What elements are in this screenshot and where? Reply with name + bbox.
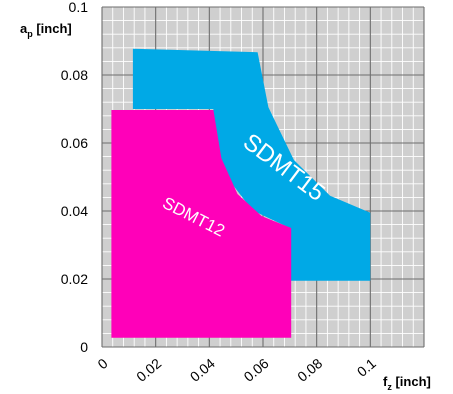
y-tick-label: 0.04 xyxy=(61,203,88,219)
y-tick-label: 0.1 xyxy=(69,0,89,15)
x-tick-labels: 0 0.02 0.04 0.06 0.08 0.1 xyxy=(94,355,379,385)
x-tick-label: 0.02 xyxy=(133,355,164,385)
x-tick-label: 0.08 xyxy=(294,355,325,385)
y-axis-title-sub: p xyxy=(27,29,33,39)
x-axis-title-unit: [inch] xyxy=(392,374,431,389)
y-axis-title: ap [inch] xyxy=(20,21,72,39)
x-tick-label: 0.06 xyxy=(240,355,271,385)
regions xyxy=(111,48,371,338)
region-sdmt12 xyxy=(111,110,292,338)
x-axis-title-main: f xyxy=(383,374,388,389)
y-tick-labels: 0 0.02 0.04 0.06 0.08 0.1 xyxy=(61,0,88,355)
region-sdmt15 xyxy=(132,48,371,281)
y-axis-title-unit: [inch] xyxy=(33,21,72,36)
x-axis-title-sub: z xyxy=(387,382,392,392)
x-tick-label: 0.1 xyxy=(354,355,379,380)
y-tick-label: 0.02 xyxy=(61,271,88,287)
x-axis-title: fz [inch] xyxy=(383,374,431,392)
y-tick-label: 0.06 xyxy=(61,135,88,151)
y-tick-label: 0 xyxy=(80,339,88,355)
x-tick-label: 0.04 xyxy=(187,355,218,385)
y-axis-title-main: a xyxy=(20,21,28,36)
y-tick-label: 0.08 xyxy=(61,67,88,83)
x-tick-label: 0 xyxy=(94,355,110,372)
